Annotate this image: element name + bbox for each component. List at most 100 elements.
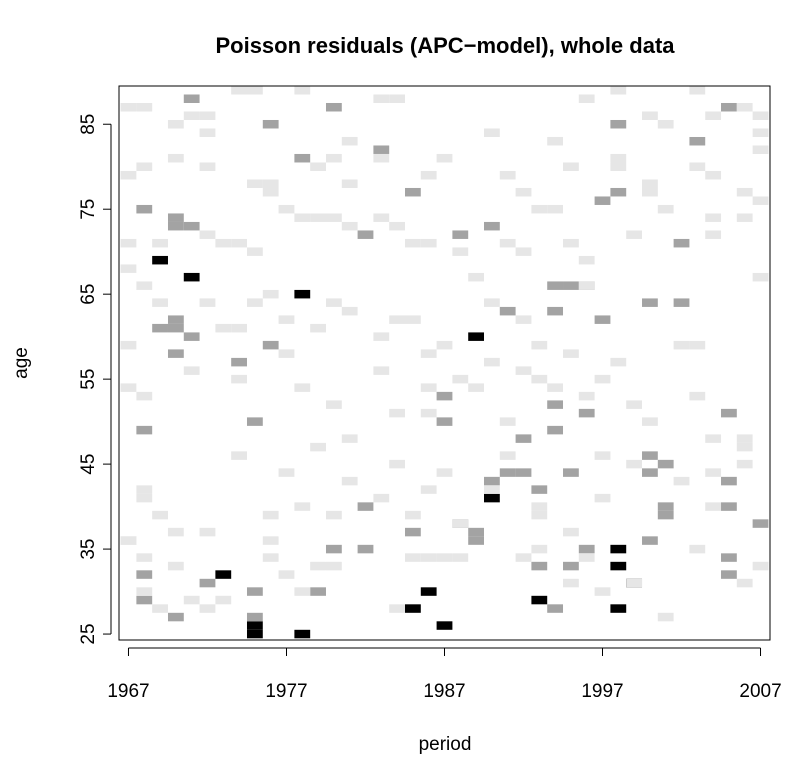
heat-cell bbox=[404, 315, 421, 324]
heat-cell bbox=[278, 468, 295, 477]
heat-cell bbox=[231, 323, 247, 333]
heat-cell bbox=[531, 502, 548, 511]
heat-cell bbox=[325, 510, 342, 520]
heat-cell bbox=[120, 238, 137, 248]
heat-cell bbox=[515, 434, 532, 443]
heat-cell bbox=[310, 442, 326, 452]
heat-cell bbox=[262, 119, 279, 129]
heat-cell bbox=[752, 128, 769, 137]
heat-cell bbox=[167, 315, 184, 324]
heat-cell bbox=[642, 468, 658, 477]
heat-cell bbox=[547, 425, 564, 435]
heat-cell bbox=[357, 502, 374, 511]
heat-cell bbox=[736, 578, 753, 588]
heat-cell bbox=[136, 485, 153, 494]
heat-cell bbox=[436, 340, 453, 350]
heat-cell bbox=[436, 553, 453, 562]
heat-cell bbox=[721, 570, 737, 579]
heat-cell bbox=[657, 119, 674, 129]
heat-cell bbox=[183, 221, 200, 231]
heat-cell bbox=[294, 213, 311, 222]
heat-cell bbox=[689, 86, 706, 95]
heat-cell bbox=[389, 94, 405, 103]
heat-cell bbox=[262, 536, 279, 545]
heat-cell bbox=[231, 238, 247, 248]
heat-cell bbox=[167, 221, 184, 231]
x-tick-label: 1977 bbox=[265, 681, 307, 702]
heat-cell bbox=[262, 510, 279, 520]
heat-cell bbox=[310, 162, 326, 171]
heat-cell bbox=[578, 281, 595, 290]
heat-cell bbox=[294, 629, 311, 639]
heat-cell bbox=[278, 349, 295, 358]
heat-cell bbox=[578, 391, 595, 401]
heat-cell bbox=[721, 502, 737, 511]
heat-cell bbox=[136, 570, 153, 579]
heat-cell bbox=[152, 238, 168, 248]
x-axis-label: period bbox=[419, 734, 472, 755]
heat-cell bbox=[389, 459, 405, 469]
heat-cell bbox=[420, 238, 437, 248]
heat-cell bbox=[246, 587, 263, 596]
heat-cell bbox=[152, 604, 168, 613]
heat-cell bbox=[404, 604, 421, 613]
heat-cell bbox=[404, 187, 421, 197]
heat-cell bbox=[515, 553, 532, 562]
heat-cell bbox=[721, 553, 737, 562]
heat-cell bbox=[420, 349, 437, 358]
x-tick-label: 1987 bbox=[423, 681, 465, 702]
heat-cell bbox=[705, 502, 722, 511]
heat-cell bbox=[563, 238, 579, 248]
heat-cell bbox=[626, 459, 643, 469]
heat-cell bbox=[721, 102, 737, 112]
heat-cell bbox=[657, 510, 674, 520]
heat-cell bbox=[610, 544, 627, 554]
heat-cell bbox=[642, 451, 658, 460]
heat-cell bbox=[152, 298, 168, 307]
heat-cell bbox=[642, 179, 658, 188]
heat-cell bbox=[484, 221, 500, 231]
heat-cell bbox=[325, 544, 342, 554]
heat-cell bbox=[531, 204, 548, 214]
heat-cell bbox=[452, 374, 469, 384]
heat-cell bbox=[515, 315, 532, 324]
heat-cell bbox=[262, 289, 279, 299]
heat-cell bbox=[183, 332, 200, 341]
heat-cell bbox=[278, 204, 295, 214]
heat-cell bbox=[389, 408, 405, 418]
heat-cell bbox=[167, 213, 184, 222]
heat-cell bbox=[610, 162, 627, 171]
heat-cell bbox=[183, 595, 200, 605]
heat-cell bbox=[531, 561, 548, 571]
heat-cell bbox=[294, 289, 311, 299]
heat-cell bbox=[689, 391, 706, 401]
heat-cell bbox=[325, 213, 342, 222]
heat-cell bbox=[136, 391, 153, 401]
heat-cell bbox=[262, 187, 279, 197]
heat-cell bbox=[468, 527, 485, 537]
heat-cell bbox=[262, 553, 279, 562]
heat-cell bbox=[626, 400, 643, 409]
heat-cell bbox=[736, 459, 753, 469]
heat-cell bbox=[499, 306, 516, 316]
heat-cell bbox=[468, 383, 485, 392]
heat-cell bbox=[673, 476, 690, 486]
heat-cell bbox=[120, 536, 137, 545]
heat-cell bbox=[120, 170, 137, 180]
heat-cell bbox=[752, 196, 769, 205]
heat-cell bbox=[610, 86, 627, 95]
y-tick-label: 65 bbox=[78, 284, 99, 305]
heat-cell bbox=[610, 604, 627, 613]
y-tick-label: 25 bbox=[78, 623, 99, 644]
heat-cell bbox=[199, 578, 216, 588]
heat-cell bbox=[452, 247, 469, 256]
heat-cell bbox=[246, 247, 263, 256]
heat-cell bbox=[152, 323, 168, 333]
heat-cell bbox=[436, 153, 453, 163]
heat-cell bbox=[167, 612, 184, 622]
heat-cell bbox=[199, 527, 216, 537]
heat-cell bbox=[547, 400, 564, 409]
heat-cell bbox=[547, 306, 564, 316]
